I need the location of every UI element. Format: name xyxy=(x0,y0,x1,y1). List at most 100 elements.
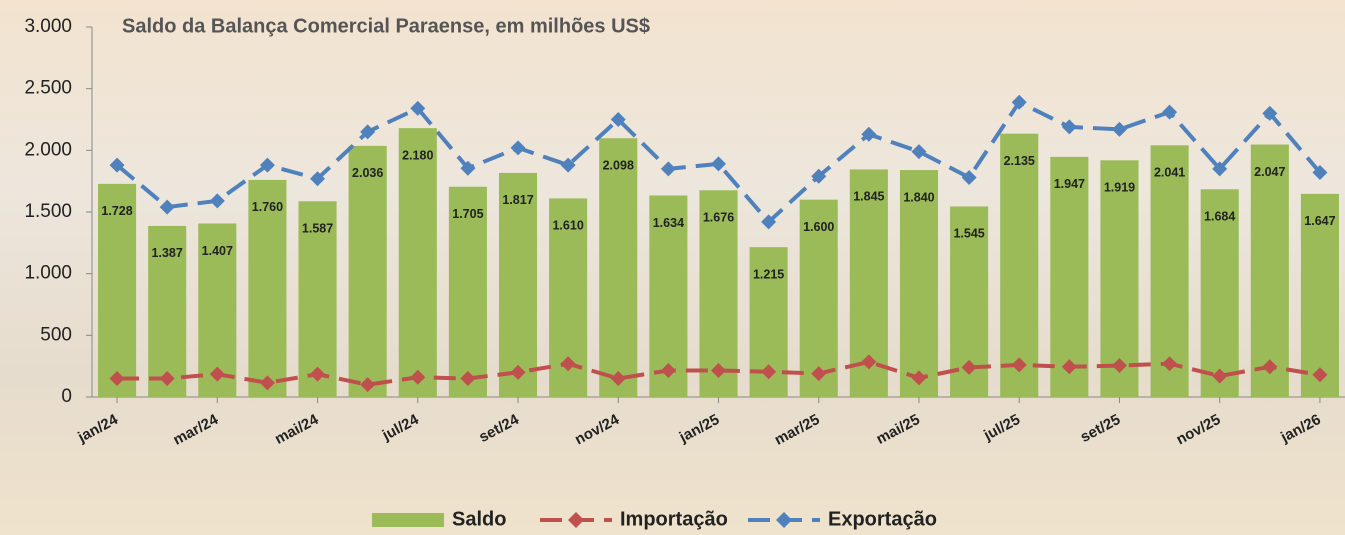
marker xyxy=(310,171,326,187)
data-label: 1.760 xyxy=(252,200,283,214)
marker xyxy=(159,371,175,386)
bar xyxy=(1250,144,1289,397)
bar xyxy=(799,199,838,397)
marker xyxy=(1262,105,1278,121)
marker xyxy=(109,157,125,173)
marker xyxy=(961,359,977,375)
marker xyxy=(1011,357,1027,373)
marker xyxy=(1061,119,1077,135)
marker xyxy=(460,160,476,176)
bar xyxy=(148,225,187,397)
data-label: 1.919 xyxy=(1104,181,1135,195)
legend-swatch xyxy=(372,513,444,527)
data-label: 2.041 xyxy=(1154,166,1185,180)
bar xyxy=(248,179,287,397)
marker xyxy=(811,366,827,382)
marker xyxy=(259,157,275,173)
bar xyxy=(98,183,137,397)
marker xyxy=(410,369,426,385)
marker xyxy=(610,112,626,127)
marker xyxy=(1162,104,1178,120)
marker xyxy=(961,169,977,185)
marker xyxy=(510,364,526,380)
marker xyxy=(911,370,927,386)
marker xyxy=(209,366,225,382)
marker xyxy=(360,377,376,393)
bar xyxy=(1050,156,1089,397)
data-label: 2.135 xyxy=(1004,154,1035,168)
legend-label: Exportação xyxy=(828,508,937,530)
y-tick-label: 1.000 xyxy=(24,263,72,284)
marker xyxy=(861,126,877,142)
marker xyxy=(1312,165,1328,181)
data-label: 1.600 xyxy=(803,220,834,234)
y-tick-label: 2.500 xyxy=(24,78,72,99)
data-label: 1.634 xyxy=(653,216,684,230)
y-tick-label: 3.000 xyxy=(24,16,72,37)
bar xyxy=(298,201,337,397)
data-label: 1.610 xyxy=(552,219,583,233)
data-label: 1.215 xyxy=(753,267,784,281)
marker xyxy=(1111,121,1127,137)
bar xyxy=(398,128,437,397)
marker xyxy=(761,214,777,230)
marker xyxy=(1061,359,1077,375)
data-label: 1.647 xyxy=(1304,214,1335,228)
bar xyxy=(1000,133,1039,397)
bar xyxy=(1150,145,1189,397)
bar xyxy=(348,145,387,397)
marker xyxy=(410,100,426,116)
y-tick-label: 500 xyxy=(40,324,72,345)
marker xyxy=(560,157,576,173)
marker xyxy=(460,371,476,386)
data-label: 1.817 xyxy=(502,193,533,207)
marker xyxy=(711,362,726,378)
marker xyxy=(660,161,676,177)
marker xyxy=(1111,358,1127,374)
marker xyxy=(660,362,676,378)
bar xyxy=(1100,160,1139,397)
chart-title: Saldo da Balança Comercial Paraense, em … xyxy=(122,15,650,37)
data-label: 2.047 xyxy=(1254,165,1285,179)
marker xyxy=(711,156,726,172)
marker xyxy=(610,371,626,386)
data-label: 1.728 xyxy=(101,204,132,218)
marker xyxy=(1212,161,1228,177)
data-label: 2.180 xyxy=(402,148,433,162)
marker xyxy=(560,356,576,372)
data-label: 1.587 xyxy=(302,222,333,236)
marker xyxy=(159,199,175,215)
marker xyxy=(761,364,777,380)
bar xyxy=(599,138,638,397)
marker xyxy=(109,371,125,386)
marker xyxy=(209,193,225,209)
data-label: 1.684 xyxy=(1204,210,1235,224)
legend-label: Importação xyxy=(620,508,728,530)
legend-marker xyxy=(776,512,792,528)
legend-marker xyxy=(568,512,584,528)
marker xyxy=(1312,367,1328,383)
y-tick-label: 0 xyxy=(61,386,72,407)
data-label: 1.947 xyxy=(1054,177,1085,191)
data-label: 2.036 xyxy=(352,166,383,180)
marker xyxy=(1262,359,1278,375)
data-label: 1.845 xyxy=(853,190,884,204)
marker xyxy=(310,366,326,382)
bar xyxy=(899,170,939,397)
bar xyxy=(1300,193,1339,397)
marker xyxy=(1212,368,1228,384)
data-label: 1.545 xyxy=(953,227,984,241)
bar xyxy=(699,190,738,397)
data-label: 1.705 xyxy=(452,207,483,221)
y-tick-label: 1.500 xyxy=(24,201,72,222)
marker xyxy=(911,144,927,160)
marker xyxy=(861,354,877,370)
marker xyxy=(1162,356,1178,372)
marker xyxy=(360,124,376,140)
marker xyxy=(1011,94,1027,110)
data-label: 2.098 xyxy=(603,159,634,173)
bar xyxy=(498,172,538,397)
data-label: 1.387 xyxy=(152,246,183,260)
marker xyxy=(510,140,526,156)
